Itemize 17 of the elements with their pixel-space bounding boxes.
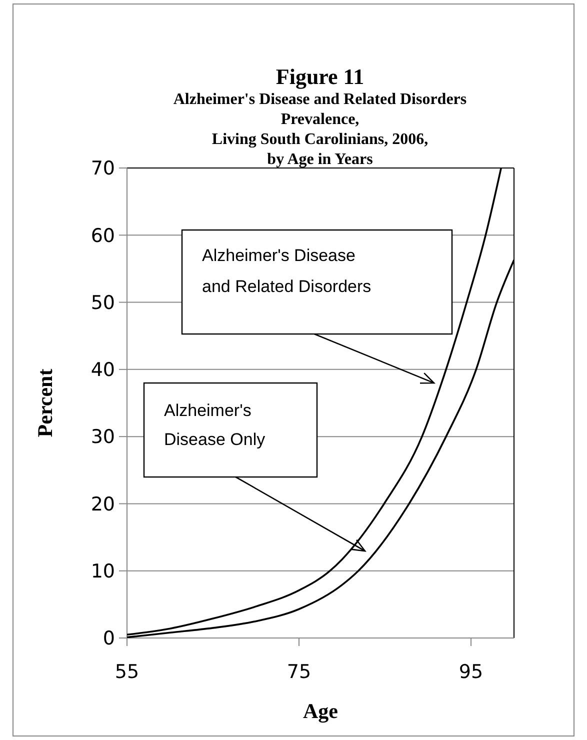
- y-tick-label: 30: [90, 426, 115, 448]
- annotation: Alzheimer's Disease Only: [164, 401, 266, 449]
- chart-title: Figure 11: [276, 64, 364, 89]
- y-tick-label: 0: [102, 628, 115, 650]
- annotation: Alzheimer's Disease and Related Disorders: [202, 246, 372, 296]
- y-axis-title: Percent: [33, 368, 57, 438]
- y-tick-label: 10: [90, 560, 115, 583]
- y-tick-label: 20: [90, 493, 115, 516]
- y-tick-label: 70: [90, 158, 115, 180]
- y-tick-label: 50: [90, 292, 115, 314]
- x-tick-label: 75: [286, 661, 312, 683]
- x-axis-title: Age: [303, 699, 338, 723]
- x-tick-label: 95: [458, 661, 484, 683]
- chart-subtitle: Alzheimer's Disease and Related Disorders Prevalence, Living South Carolinians, 2006, by Age in Years: [173, 91, 467, 168]
- y-tick-label: 40: [90, 359, 115, 382]
- x-tick-label: 55: [114, 661, 140, 683]
- y-tick-label: 60: [90, 224, 115, 247]
